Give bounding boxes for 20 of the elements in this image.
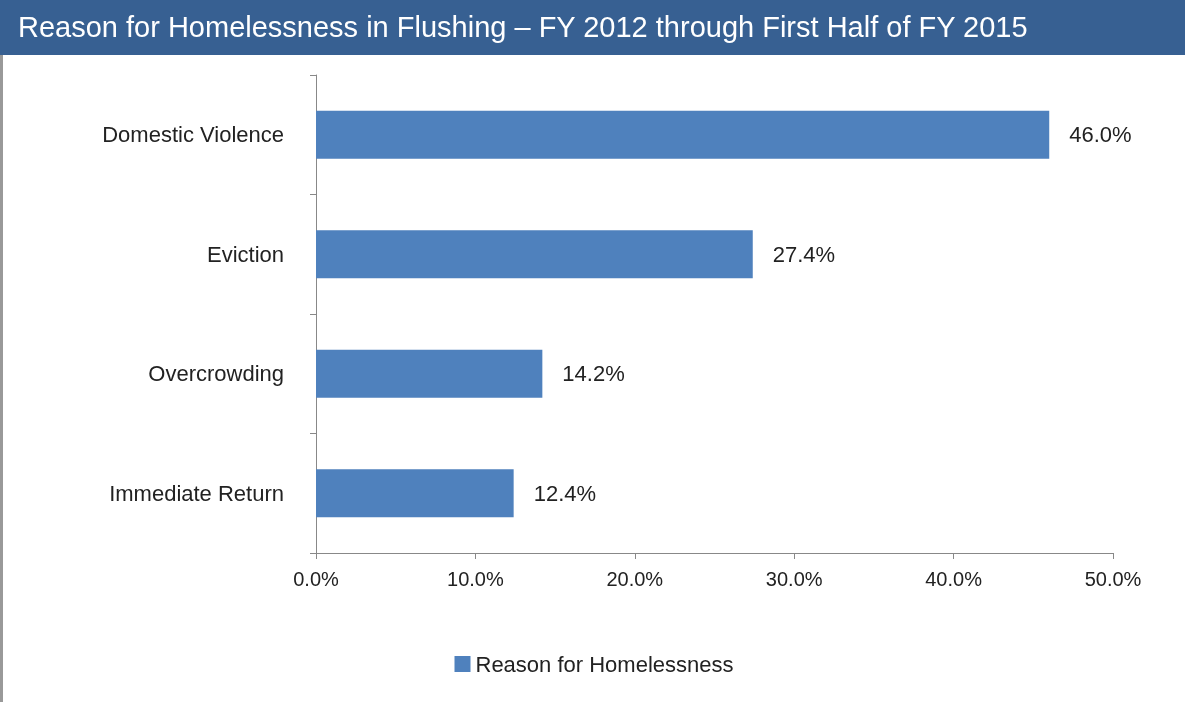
data-label: 14.2% [562, 361, 625, 387]
y-tick-label: Domestic Violence [102, 122, 284, 148]
x-tick-label: 10.0% [447, 568, 504, 590]
data-label: 12.4% [533, 480, 597, 506]
x-tick-label: 40.0% [925, 568, 983, 590]
data-label: 46.0% [1069, 122, 1132, 148]
bar [316, 349, 543, 398]
bar [316, 469, 514, 518]
y-tick-label: Eviction [206, 241, 284, 267]
bar [316, 110, 1050, 159]
x-tick-label: 20.0% [606, 568, 664, 590]
x-tick-label: 0.0% [293, 568, 340, 590]
y-tick-label: Immediate Return [109, 480, 284, 506]
x-tick-label: 50.0% [1084, 568, 1142, 590]
chart-title: Reason for Homelessness in Flushing – FY 2012 through First Half of FY 2015 [0, 0, 1185, 55]
x-tick-label: 30.0% [765, 568, 823, 590]
y-tick-label: Overcrowding [148, 361, 284, 387]
bar [316, 230, 753, 279]
legend-label: Reason for Homelessness [475, 651, 734, 677]
data-label: 27.4% [772, 241, 836, 267]
